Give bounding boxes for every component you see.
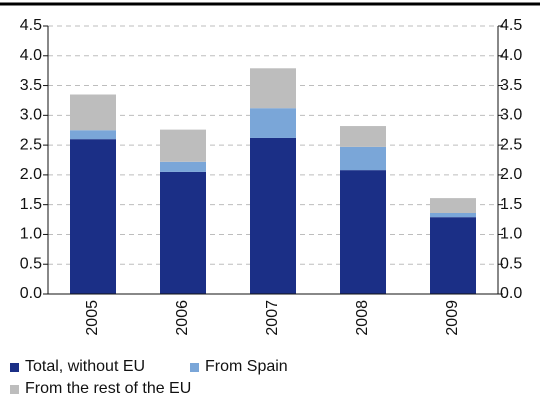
bar-segment (250, 137, 296, 294)
y-tick-label: 0.0 (20, 285, 42, 302)
legend-swatch (190, 363, 199, 372)
y2-tick-label: 3.5 (500, 77, 522, 94)
bar-segment (430, 198, 476, 214)
bar-segment (340, 146, 386, 171)
bar-segment (250, 108, 296, 138)
bar-segment (250, 68, 296, 109)
y2-tick-label: 2.5 (500, 136, 522, 153)
legend-swatch (10, 363, 19, 372)
bar-segment (70, 94, 116, 131)
y2-tick-label: 1.0 (500, 226, 522, 243)
legend-label: From Spain (205, 358, 288, 375)
y2-tick-label: 4.0 (500, 47, 522, 64)
x-tick-label: 2007 (264, 300, 281, 336)
y-tick-label: 1.0 (20, 226, 42, 243)
bar-segment (340, 170, 386, 294)
bar-segment (160, 171, 206, 294)
x-tick-label: 2009 (444, 300, 461, 336)
y2-tick-label: 4.5 (500, 17, 522, 34)
bar-segment (70, 130, 116, 140)
y-tick-label: 3.5 (20, 77, 42, 94)
x-tick-label: 2005 (84, 300, 101, 336)
legend-label: Total, without EU (25, 358, 145, 375)
y-tick-label: 2.5 (20, 136, 42, 153)
y2-tick-label: 0.0 (500, 285, 522, 302)
bar-segment (430, 217, 476, 294)
bar-segment (430, 213, 476, 218)
bar-segment (160, 161, 206, 172)
y2-tick-label: 0.5 (500, 255, 522, 272)
y-tick-label: 4.5 (20, 17, 42, 34)
x-tick-label: 2006 (174, 300, 191, 336)
bar-segment (160, 129, 206, 162)
y-tick-label: 3.0 (20, 107, 42, 124)
bar-segment (340, 126, 386, 147)
legend-swatch (10, 385, 19, 394)
y2-tick-label: 2.0 (500, 166, 522, 183)
bar-segment (70, 139, 116, 294)
y-tick-label: 0.5 (20, 255, 42, 272)
y-tick-label: 2.0 (20, 166, 42, 183)
y-tick-label: 1.5 (20, 196, 42, 213)
legend-label: From the rest of the EU (25, 380, 191, 397)
y2-tick-label: 3.0 (500, 107, 522, 124)
x-tick-label: 2008 (354, 300, 371, 336)
y-tick-label: 4.0 (20, 47, 42, 64)
y2-tick-label: 1.5 (500, 196, 522, 213)
